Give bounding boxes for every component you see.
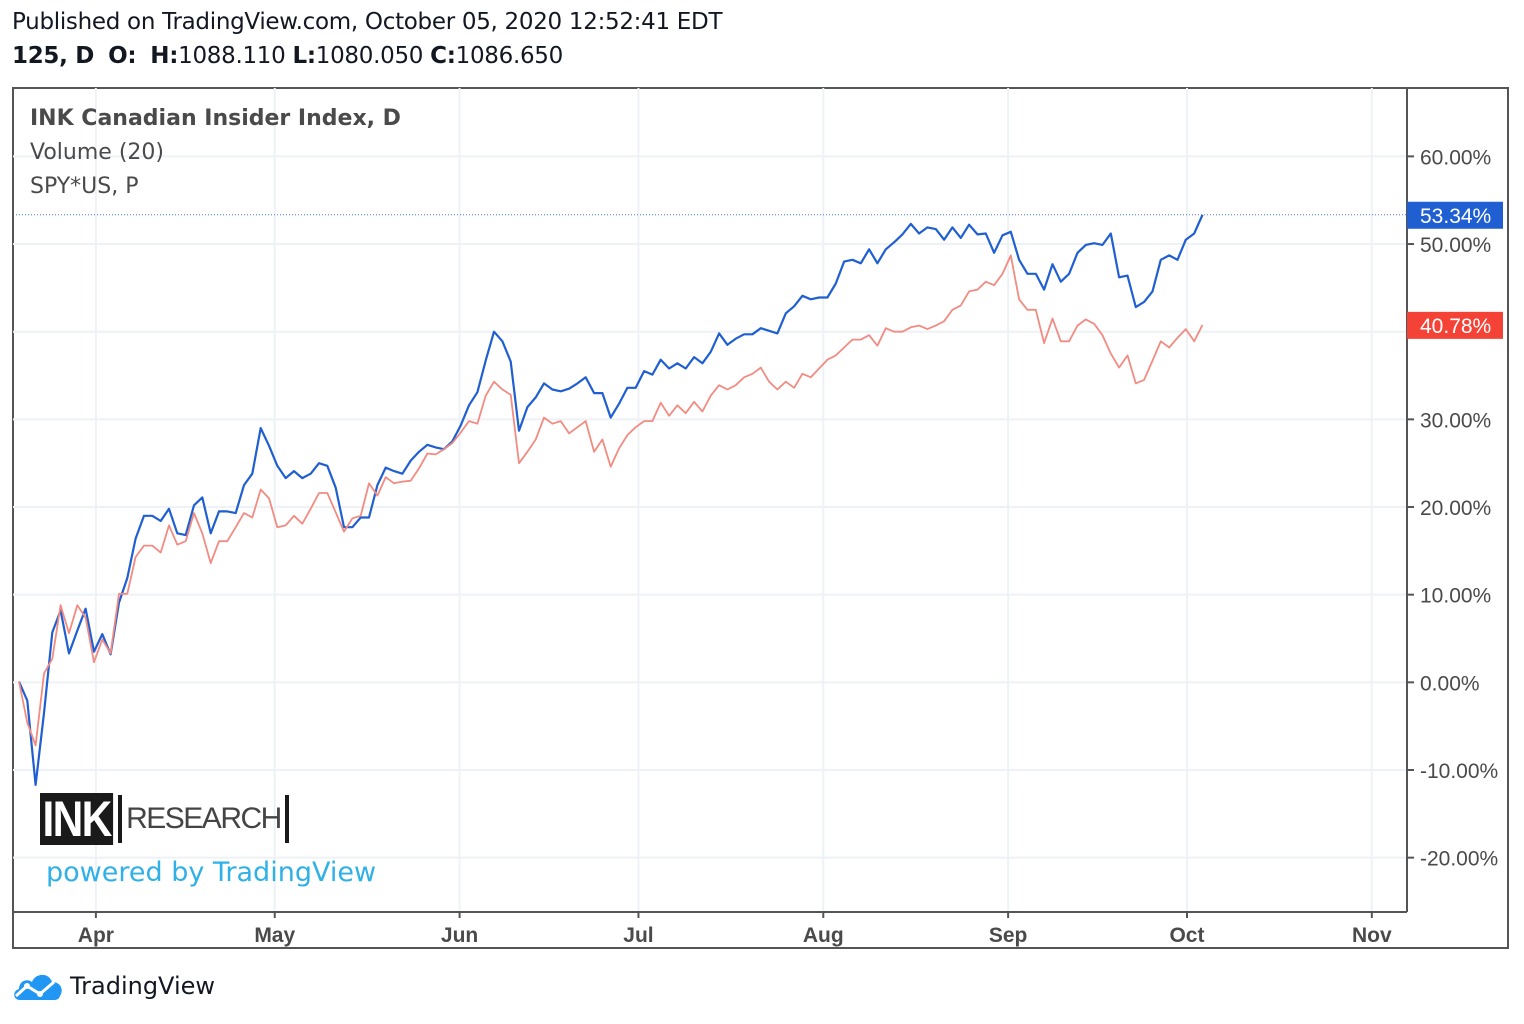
legend-volume[interactable]: Volume (20) — [30, 140, 164, 165]
legend-main-series[interactable]: INK Canadian Insider Index, D — [30, 106, 401, 131]
compare-series-line — [18, 254, 1204, 747]
symbol-interval: 125, D — [12, 43, 95, 69]
high-value: 1088.110 — [178, 43, 286, 69]
last-value-label: 40.78% — [1420, 315, 1491, 338]
high-label: H: — [150, 43, 179, 69]
ink-research-logo: INK RESEARCH — [40, 793, 289, 845]
x-tick-label: Nov — [1352, 924, 1392, 947]
tradingview-footer-logo[interactable]: TradingView — [12, 970, 215, 1002]
y-tick-label: 30.00% — [1420, 409, 1491, 432]
logo-research-text: RESEARCH — [118, 795, 289, 843]
last-value-badges: 53.34% 40.78% — [1407, 201, 1503, 339]
axes: Apr May Jun Jul Aug Sep Oct Nov 60.00% 50.00% 30.0… — [13, 87, 1498, 947]
x-tick-label: Apr — [78, 924, 114, 947]
x-tick-label: May — [254, 924, 295, 947]
low-value: 1080.050 — [315, 43, 424, 69]
close-value: 1086.650 — [455, 43, 564, 69]
ohlc-readout: 125, D O: H:1088.110 L:1080.050 C:1086.6… — [12, 43, 563, 69]
y-tick-label: 60.00% — [1420, 146, 1491, 169]
published-info: Published on TradingView.com, October 05… — [12, 9, 723, 35]
x-tick-label: Aug — [803, 924, 844, 947]
main-series-line — [17, 214, 1204, 787]
x-tick-label: Sep — [989, 924, 1028, 947]
last-value-label: 53.34% — [1420, 205, 1491, 228]
logo-ink-text: INK — [40, 793, 114, 845]
y-tick-label: -20.00% — [1420, 848, 1498, 871]
tradingview-brand: TradingView — [70, 972, 216, 1000]
legend-compare-series[interactable]: SPY*US, P — [30, 174, 139, 199]
y-tick-label: 50.00% — [1420, 234, 1491, 257]
x-tick-label: Oct — [1169, 924, 1204, 947]
compare-last-value-badge — [1407, 311, 1503, 339]
chart-frame — [12, 87, 1509, 949]
powered-by-link[interactable]: powered by TradingView — [46, 857, 377, 888]
y-tick-label: 10.00% — [1420, 585, 1491, 608]
x-tick-label: Jul — [623, 924, 653, 947]
series-lines — [13, 214, 1407, 787]
y-tick-label: -10.00% — [1420, 760, 1498, 783]
y-tick-label: 0.00% — [1420, 672, 1480, 695]
x-tick-label: Jun — [441, 924, 478, 947]
low-label: L: — [292, 43, 317, 69]
close-label: C: — [430, 43, 456, 69]
open-label: O: — [108, 43, 137, 69]
tradingview-cloud-icon — [14, 974, 62, 1000]
grid — [13, 88, 1407, 912]
main-last-value-badge — [1407, 201, 1503, 229]
y-tick-label: 20.00% — [1420, 497, 1491, 520]
